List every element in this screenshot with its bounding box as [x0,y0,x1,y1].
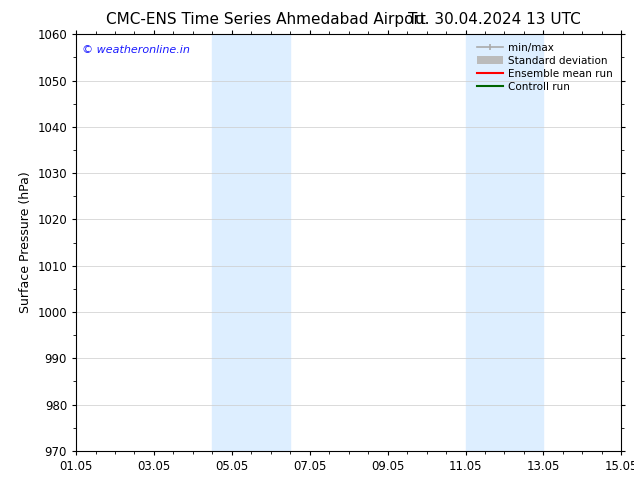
Legend: min/max, Standard deviation, Ensemble mean run, Controll run: min/max, Standard deviation, Ensemble me… [474,40,616,95]
Bar [465,34,543,451]
Text: © weatheronline.in: © weatheronline.in [82,45,190,55]
Y-axis label: Surface Pressure (hPa): Surface Pressure (hPa) [19,172,32,314]
Bar [212,34,290,451]
Text: CMC-ENS Time Series Ahmedabad Airport: CMC-ENS Time Series Ahmedabad Airport [107,12,426,27]
Text: Tu. 30.04.2024 13 UTC: Tu. 30.04.2024 13 UTC [408,12,581,27]
